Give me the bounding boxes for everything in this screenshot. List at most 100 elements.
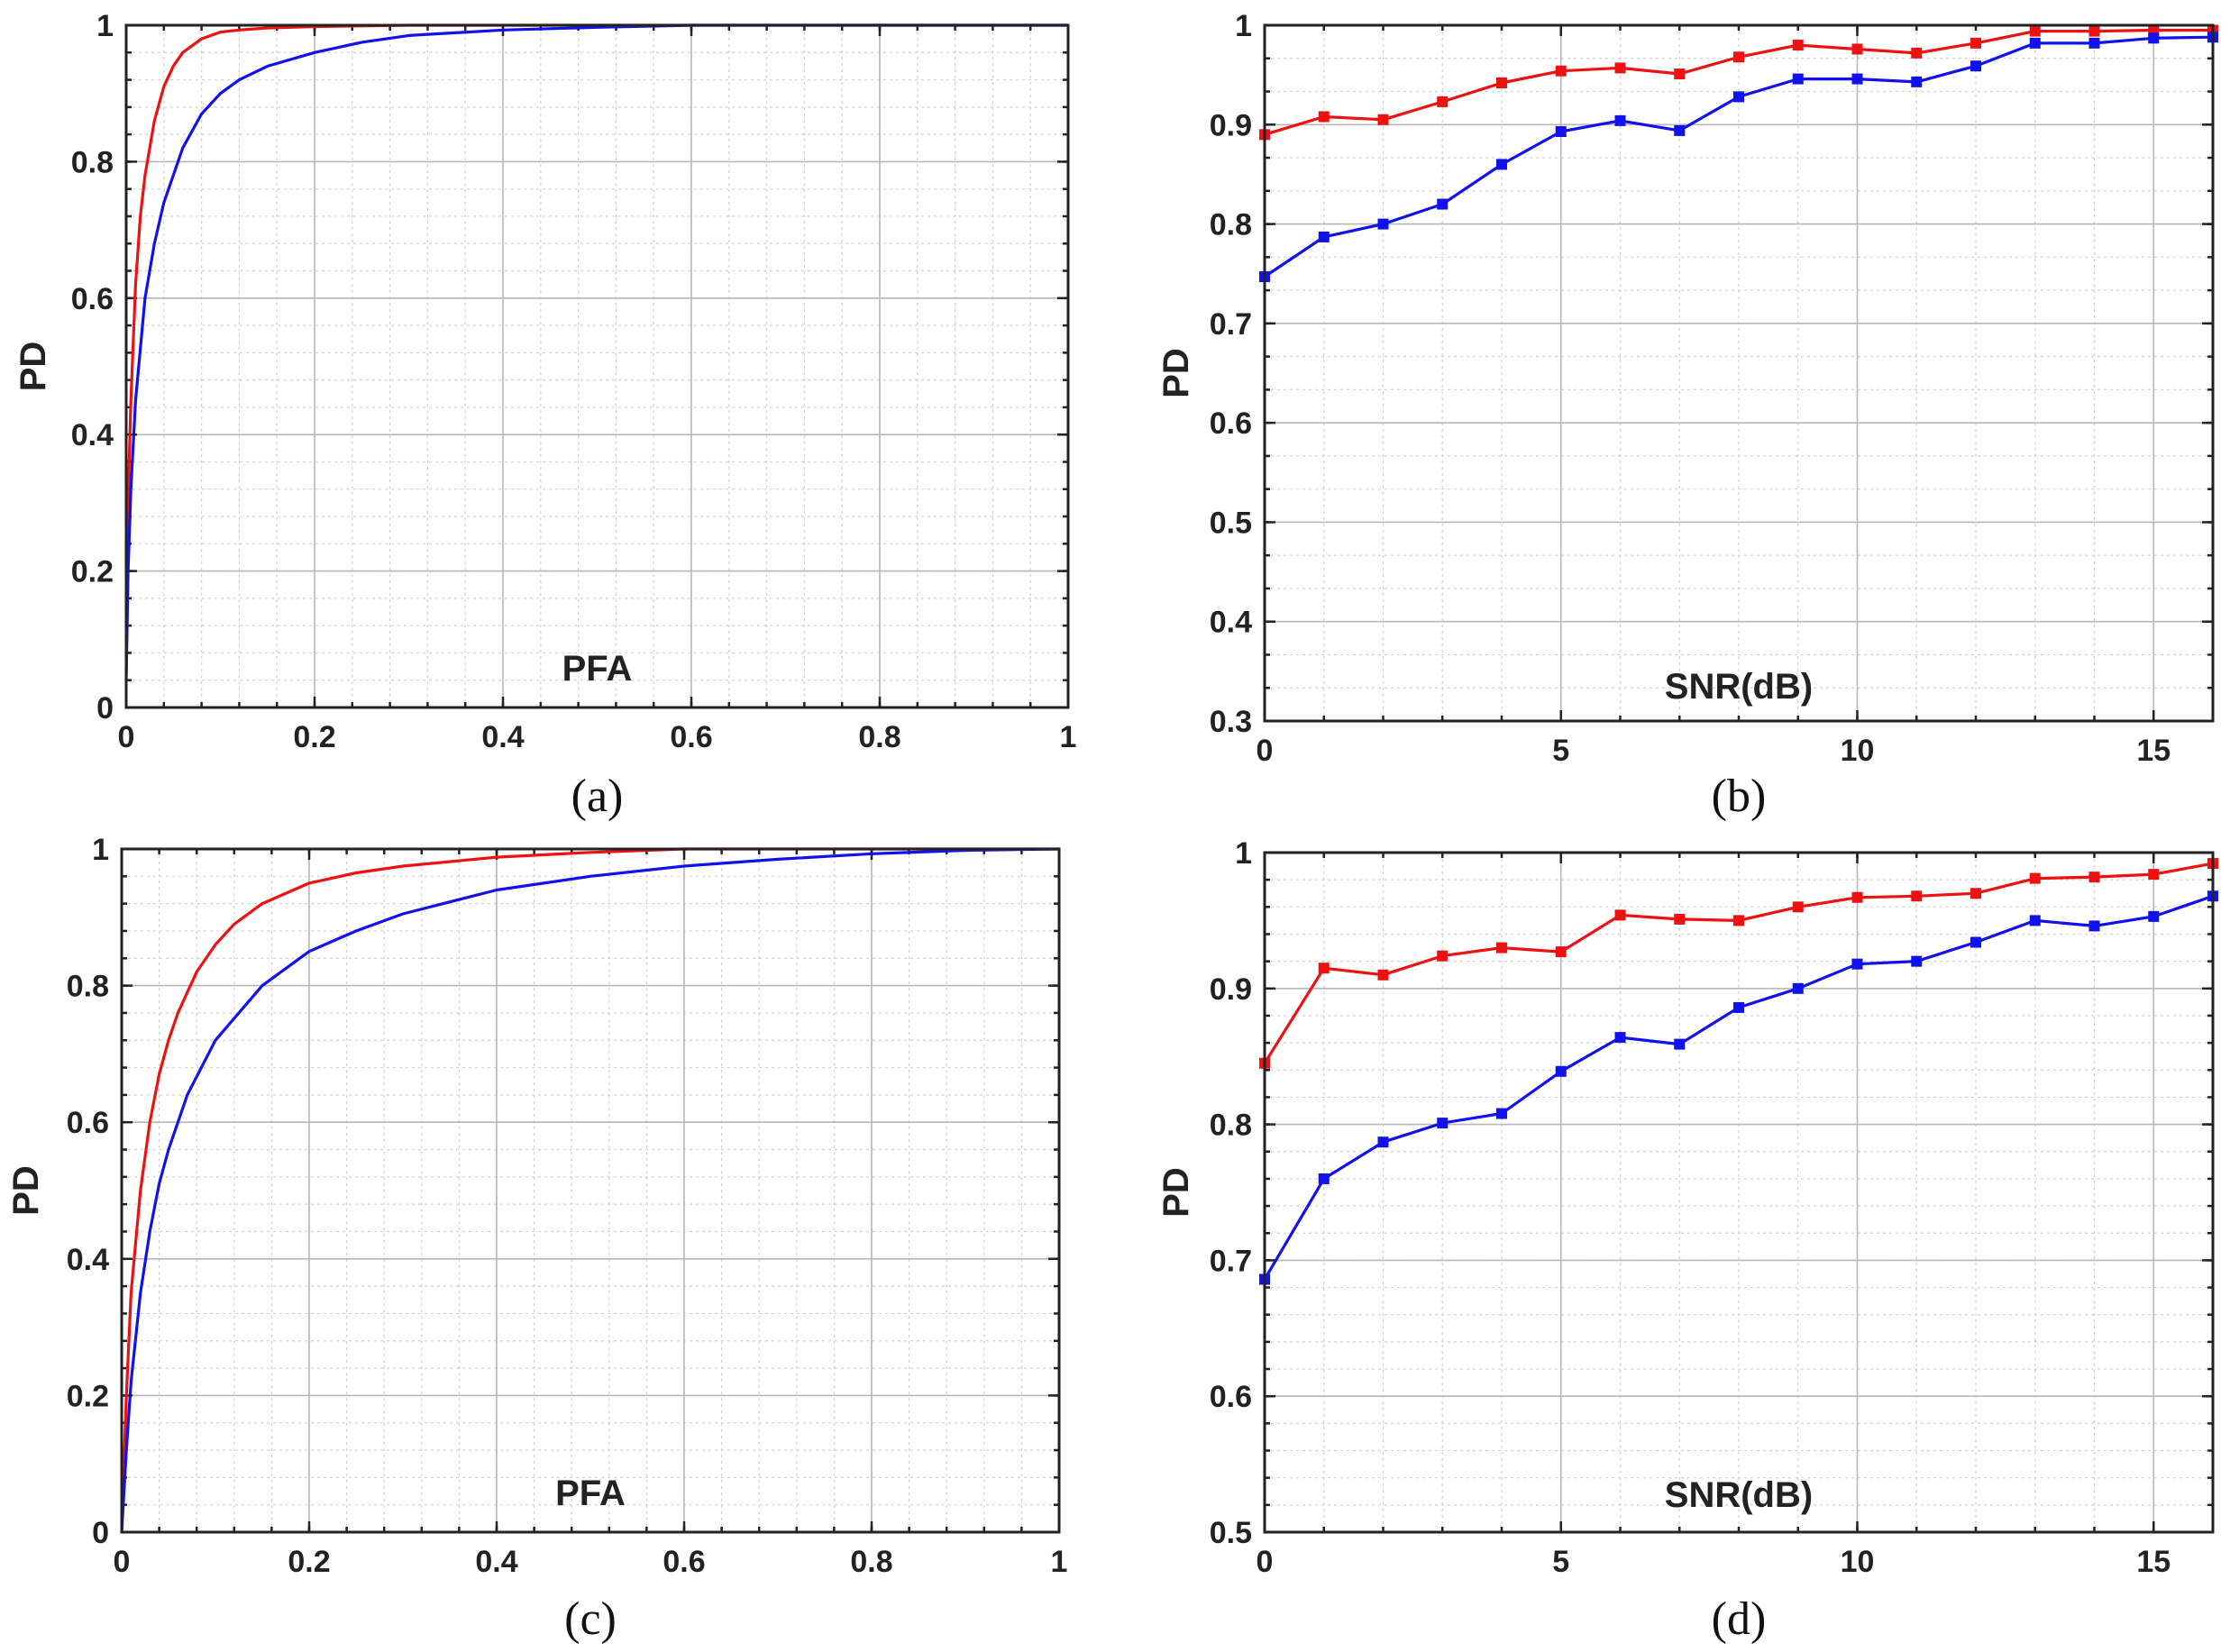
- series-blue-point: [1614, 114, 1626, 126]
- series-blue-point: [1318, 1173, 1330, 1184]
- y-tick-label: 0.8: [71, 145, 114, 179]
- y-tick-label: 0.9: [1210, 972, 1252, 1007]
- series-red-point: [2088, 872, 2100, 883]
- x-tick-label: 10: [1841, 1545, 1875, 1579]
- y-tick-label: 0.8: [67, 970, 109, 1004]
- x-tick-label: 0.8: [858, 720, 900, 754]
- subfigure-caption: (b): [1712, 771, 1767, 822]
- series-blue-point: [2148, 32, 2160, 44]
- series-red-line: [124, 23, 1068, 674]
- series-red-point: [2029, 25, 2041, 37]
- x-axis-label: PFA: [555, 1474, 626, 1513]
- series-red-point: [1733, 915, 1744, 926]
- y-tick-label: 0.8: [1210, 1109, 1252, 1143]
- x-tick-label: 0.4: [481, 720, 524, 754]
- series-red-point: [1970, 888, 1981, 899]
- x-tick-label: 0.6: [670, 720, 712, 754]
- series-blue-point: [1851, 73, 1863, 85]
- plot-frame: [1263, 851, 2215, 1534]
- x-axis-label: SNR(dB): [1665, 667, 1813, 707]
- grid-a: [125, 24, 1069, 708]
- plot-frame: [120, 847, 1061, 1534]
- y-axis-label: PD: [14, 342, 53, 392]
- x-tick-label: 1: [1060, 720, 1077, 754]
- y-tick-label: 1: [1235, 9, 1252, 43]
- series-blue-point: [2088, 37, 2100, 49]
- y-tick-label: 0.6: [71, 282, 114, 316]
- x-tick-label: 0.4: [475, 1545, 517, 1579]
- y-tick-label: 0: [96, 691, 114, 726]
- plot-frame: [1263, 23, 2215, 723]
- x-tick-label: 0.2: [288, 1545, 330, 1579]
- series-red-point: [2088, 25, 2100, 37]
- series-blue-point: [1496, 159, 1507, 170]
- series-blue-point: [1792, 73, 1804, 85]
- series-red-point: [1496, 942, 1507, 954]
- x-tick-label: 1: [1051, 1545, 1068, 1579]
- series-red-point: [1377, 114, 1389, 125]
- series-blue-point: [1614, 1032, 1626, 1044]
- series-blue-point: [1674, 1038, 1686, 1050]
- x-tick-label: 0.8: [850, 1545, 892, 1579]
- series-blue-point: [1318, 231, 1330, 242]
- series-blue-point: [1555, 126, 1567, 138]
- x-tick-label: 0.2: [293, 720, 335, 754]
- y-tick-label: 0.4: [1210, 606, 1252, 640]
- series-blue-point: [1496, 1108, 1507, 1119]
- series-blue-point: [1970, 936, 1981, 948]
- series-blue-point: [1674, 124, 1686, 136]
- series-blue-point: [1970, 60, 1981, 72]
- series-red-point: [1496, 77, 1507, 88]
- series-red-point: [1318, 963, 1330, 974]
- series-red-point: [1555, 65, 1567, 77]
- series-red-point: [2029, 872, 2041, 884]
- series-blue-point: [1733, 1001, 1744, 1013]
- series-blue-point: [1437, 1118, 1449, 1129]
- series-blue-point: [1851, 958, 1863, 970]
- series-blue-point: [2088, 920, 2100, 932]
- x-tick-label: 5: [1552, 734, 1569, 768]
- series-red-point: [1851, 43, 1863, 55]
- series-red-point: [1377, 969, 1389, 981]
- y-tick-label: 0.6: [1210, 406, 1252, 441]
- series-blue-point: [1555, 1065, 1567, 1077]
- y-tick-label: 0.5: [1210, 1516, 1252, 1550]
- y-tick-label: 0.3: [1210, 705, 1252, 739]
- chart-c: 0 0.2 0.4 0.6 0.8 1 0 0.2 0.4 0.6 0.8 1 PFA PD (c): [6, 833, 1067, 1645]
- y-tick-label: 0.8: [1210, 208, 1252, 242]
- series-blue-point: [1911, 76, 1923, 87]
- series-red-line: [120, 847, 1059, 1533]
- y-tick-label: 0.7: [1210, 1244, 1252, 1278]
- x-tick-label: 0: [118, 720, 135, 754]
- series-red-point: [1792, 901, 1804, 913]
- y-tick-label: 0.2: [67, 1379, 109, 1413]
- subfigure-caption: (c): [564, 1593, 617, 1645]
- x-tick-label: 0: [1257, 1545, 1274, 1579]
- series-red-point: [1911, 47, 1923, 59]
- series-red-point: [1437, 96, 1449, 107]
- series-red-point: [1733, 51, 1744, 63]
- series-blue-point: [1911, 955, 1923, 967]
- series-red-point: [1674, 913, 1686, 925]
- series-blue-point: [2148, 910, 2160, 922]
- x-tick-label: 15: [2136, 734, 2171, 768]
- y-tick-label: 1: [92, 833, 109, 867]
- y-tick-label: 0.6: [67, 1106, 109, 1140]
- chart-d: 0 5 10 15 0.5 0.6 0.7 0.8 0.9 1 SNR(dB) PD (d): [1156, 836, 2218, 1645]
- series-red-point: [1614, 62, 1626, 74]
- series-red-point: [1555, 946, 1567, 958]
- x-tick-label: 5: [1552, 1545, 1569, 1579]
- x-tick-label: 15: [2136, 1545, 2171, 1579]
- y-tick-label: 1: [1235, 836, 1252, 871]
- series-red-point: [1437, 950, 1449, 962]
- y-axis-label: PD: [1156, 1167, 1196, 1218]
- subfigure-caption: (d): [1712, 1593, 1767, 1645]
- y-tick-label: 0.9: [1210, 108, 1252, 142]
- series-red-line: [1263, 862, 2214, 1064]
- grid-d: [1264, 852, 2214, 1533]
- series-blue-point: [1377, 218, 1389, 230]
- y-tick-label: 0.2: [71, 555, 114, 589]
- series-blue-point: [2029, 915, 2041, 926]
- series-red-point: [1614, 909, 1626, 921]
- y-axis-label: PD: [1156, 348, 1196, 398]
